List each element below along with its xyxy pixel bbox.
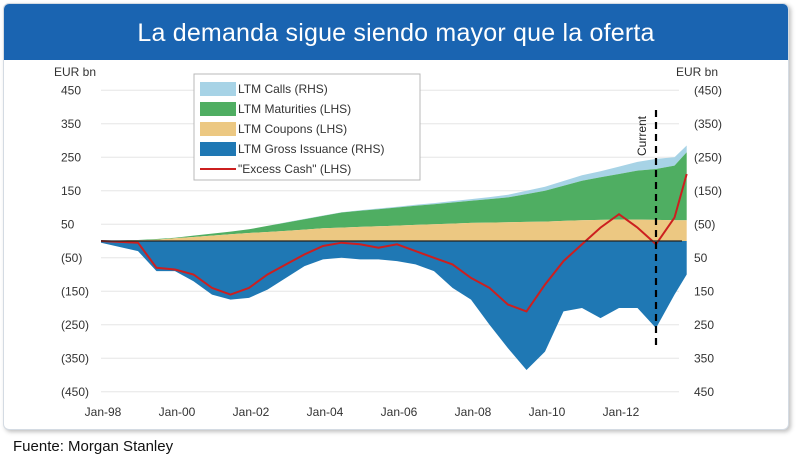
current-annotation: Current	[635, 110, 658, 346]
left-tick-label: 250	[61, 150, 81, 164]
right-tick-label: (150)	[694, 184, 722, 198]
legend-label: "Excess Cash" (LHS)	[238, 162, 351, 176]
current-label: Current	[635, 115, 649, 156]
left-tick-label: 50	[61, 217, 75, 231]
right-tick-label: (50)	[694, 217, 715, 231]
x-tick-label: Jan-06	[381, 405, 418, 419]
left-tick-label: (250)	[61, 318, 89, 332]
chart: EUR bn EUR bn 450 350 250 150 50 (50) (150) (250)…	[54, 65, 722, 419]
x-tick-label: Jan-02	[233, 405, 270, 419]
legend-swatch	[200, 82, 236, 96]
source-note: Fuente: Morgan Stanley	[13, 438, 174, 455]
legend-label: LTM Maturities (LHS)	[238, 102, 351, 116]
legend-label: LTM Calls (RHS)	[238, 82, 328, 96]
series-ltm-maturities	[101, 152, 687, 241]
right-axis-label: EUR bn	[676, 65, 718, 79]
left-tick-label: (50)	[61, 251, 82, 265]
legend-label: LTM Gross Issuance (RHS)	[238, 142, 384, 156]
legend-swatch	[200, 122, 236, 136]
right-tick-label: 350	[694, 351, 714, 365]
x-tick-label: Jan-04	[307, 405, 344, 419]
chart-card: La demanda sigue siendo mayor que la ofe…	[3, 3, 789, 430]
right-tick-label: (450)	[694, 83, 722, 97]
left-tick-label: 350	[61, 117, 81, 131]
x-tick-label: Jan-08	[455, 405, 492, 419]
right-tick-label: 150	[694, 284, 714, 298]
x-tick-label: Jan-12	[603, 405, 640, 419]
legend: LTM Calls (RHS) LTM Maturities (LHS) LTM C…	[193, 73, 421, 181]
left-tick-label: (350)	[61, 351, 89, 365]
x-tick-label: Jan-10	[529, 405, 566, 419]
left-axis-label: EUR bn	[54, 65, 96, 79]
left-tick-label: 450	[61, 83, 81, 97]
right-tick-label: 450	[694, 385, 714, 399]
x-tick-label: Jan-98	[85, 405, 122, 419]
series-ltm-gross-issuance	[101, 241, 687, 370]
right-tick-label: 50	[694, 251, 708, 265]
legend-label: LTM Coupons (LHS)	[238, 122, 347, 136]
x-tick-label: Jan-00	[159, 405, 196, 419]
left-tick-label: (150)	[61, 284, 89, 298]
left-tick-label: 150	[61, 184, 81, 198]
right-tick-label: (350)	[694, 117, 722, 131]
right-tick-label: 250	[694, 318, 714, 332]
axes: EUR bn EUR bn 450 350 250 150 50 (50) (150) (250)…	[54, 65, 722, 419]
chart-title: La demanda sigue siendo mayor que la ofe…	[4, 4, 788, 60]
area-series	[100, 145, 688, 370]
series-excess-cash	[100, 173, 688, 313]
legend-swatch	[200, 142, 236, 156]
right-tick-label: (250)	[694, 150, 722, 164]
left-tick-label: (450)	[61, 385, 89, 399]
series-ltm-coupons	[101, 219, 687, 241]
legend-swatch	[200, 102, 236, 116]
